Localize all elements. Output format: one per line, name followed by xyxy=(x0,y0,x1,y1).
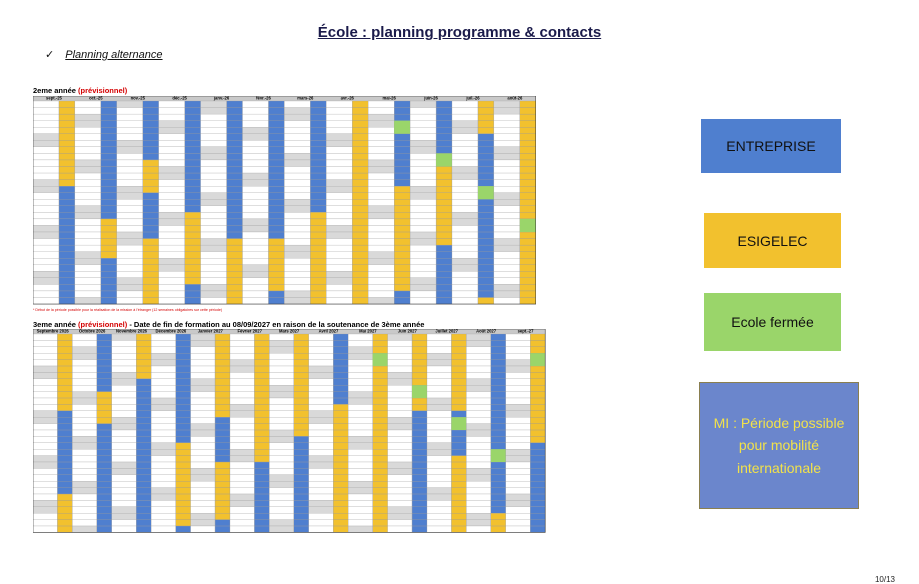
section-2eme-title: 2eme année (prévisionnel) xyxy=(33,86,128,95)
subtitle-text: Planning alternance xyxy=(65,49,163,61)
month-header: oct.-25 xyxy=(89,96,103,101)
month-header: Janvier 2027 xyxy=(198,329,224,334)
month-header: janv.-26 xyxy=(213,96,230,101)
calendar-3eme-annee: Septembre 2026 Octobre 2026 Novembre 2026 D… xyxy=(33,329,546,535)
legend-mobilite-internationale: MI : Période possible pour mobilité inte… xyxy=(699,382,859,509)
month-header: Octobre 2026 xyxy=(79,329,106,334)
month-header: Juin 2027 xyxy=(398,329,418,334)
month-header: sept.-25 xyxy=(46,96,62,101)
month-header: Juillet 2027 xyxy=(435,329,458,334)
month-header: juin-26 xyxy=(423,96,438,101)
page-title: École : planning programme & contacts xyxy=(317,24,602,41)
section-3eme-title: 3eme année (prévisionnel) - Date de fin … xyxy=(33,320,425,329)
calendar-2eme-annee: sept.-25 oct.-25 nov.-25 déc.-25 janv.-26 fév… xyxy=(33,96,536,308)
check-icon: ✓ xyxy=(45,49,55,61)
month-header: Décembre 2026 xyxy=(156,329,187,334)
month-header: mars-26 xyxy=(297,96,314,101)
month-header: Mai 2027 xyxy=(359,329,377,334)
month-header: Août 2027 xyxy=(476,329,497,334)
month-header: juil.-26 xyxy=(465,96,480,101)
month-header: Mars 2027 xyxy=(279,329,300,334)
month-header: avr.-26 xyxy=(341,96,355,101)
month-header: août-26 xyxy=(507,96,523,101)
month-header: Avril 2027 xyxy=(319,329,339,334)
month-header: nov.-25 xyxy=(131,96,146,101)
month-header: mai-26 xyxy=(383,96,397,101)
footnote: * Début de la période possible pour la r… xyxy=(33,308,223,312)
legend-ecole-fermee: Ecole fermée xyxy=(704,293,841,351)
legend-entreprise: ENTREPRISE xyxy=(701,119,841,173)
calendar-3eme-svg: Septembre 2026 Octobre 2026 Novembre 2026 D… xyxy=(33,329,546,533)
month-header: Novembre 2026 xyxy=(116,329,148,334)
month-header: Septembre 2026 xyxy=(37,329,70,334)
month-header: déc.-25 xyxy=(172,96,187,101)
month-header: sept.-27 xyxy=(518,329,534,334)
calendar-2eme-svg: sept.-25 oct.-25 nov.-25 déc.-25 janv.-26 fév… xyxy=(33,96,536,305)
legend-esigelec: ESIGELEC xyxy=(704,213,841,268)
subtitle: ✓ Planning alternance xyxy=(45,48,163,61)
month-header: Février 2027 xyxy=(237,329,262,334)
month-header: févr.-26 xyxy=(256,96,271,101)
